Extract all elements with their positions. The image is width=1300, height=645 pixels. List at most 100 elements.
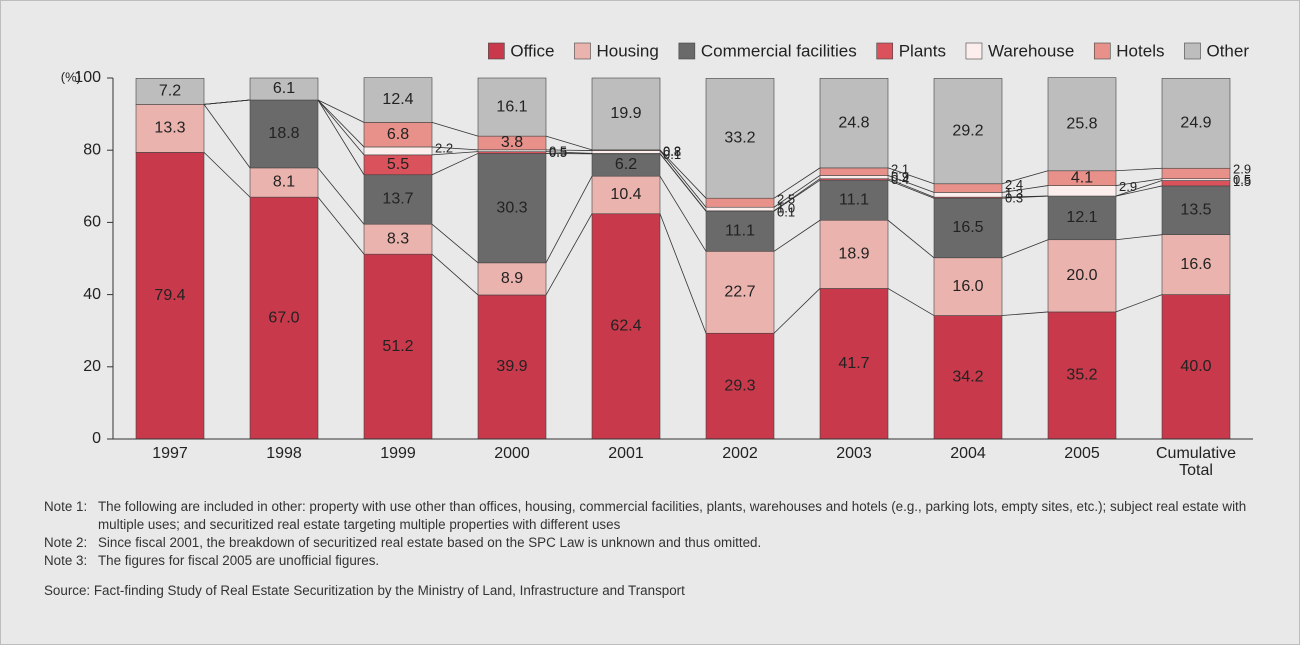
value-label: 2.9	[1119, 179, 1137, 194]
bar-segment	[477, 294, 547, 440]
note-text: The figures for fiscal 2005 are unoffici…	[98, 553, 380, 568]
connector	[431, 146, 479, 151]
value-label: 79.4	[154, 287, 185, 304]
legend-swatch	[876, 42, 894, 60]
bar-segment	[591, 175, 661, 215]
bar-segment	[477, 77, 547, 137]
value-label: 10.4	[610, 186, 641, 203]
value-label: 16.0	[952, 278, 983, 295]
connector	[203, 104, 251, 169]
note-text: The following are included in other: pro…	[98, 499, 1247, 532]
connector	[431, 223, 479, 264]
value-label: 35.2	[1066, 367, 1097, 384]
y-tick-label: 0	[92, 430, 101, 447]
connector	[1115, 185, 1163, 197]
x-tick-label: 1997	[152, 445, 188, 462]
value-label: 0.1	[777, 204, 795, 219]
legend-label: Office	[510, 41, 554, 60]
value-label: 7.2	[159, 83, 181, 100]
legend: Office Housing Commercial facilities Plants…	[488, 41, 1249, 60]
x-tick-label: 1998	[266, 445, 302, 462]
value-label: 12.1	[1066, 209, 1097, 226]
source: Source: Fact-finding Study of Real Estat…	[44, 583, 685, 598]
bar-segment	[363, 146, 433, 156]
connector	[545, 213, 593, 296]
connector	[1115, 180, 1163, 197]
x-tick-label: Cumulative Total	[1155, 445, 1237, 479]
connector	[545, 176, 593, 264]
bar-segment	[705, 250, 775, 334]
bar-segment	[933, 192, 1003, 198]
x-tick-label: 2003	[836, 445, 872, 462]
note: Note 1: The following are included in oth…	[44, 498, 1264, 534]
note: Note 2: Since fiscal 2001, the breakdown …	[44, 534, 1264, 552]
value-label: 30.3	[496, 199, 527, 216]
connector	[887, 219, 935, 259]
bar-segment	[363, 253, 433, 440]
bar-segment	[705, 78, 775, 199]
connector	[1115, 167, 1163, 172]
note-label: Note 1:	[44, 499, 88, 514]
value-label: 12.4	[382, 91, 413, 108]
bar-segment	[705, 332, 775, 440]
bar-segment	[1161, 294, 1231, 440]
value-label: 0.2	[663, 143, 681, 158]
bar-segment	[819, 78, 889, 169]
value-label: 0.1	[663, 147, 681, 162]
bar-segment	[477, 262, 547, 296]
x-tick-label: 2000	[494, 445, 530, 462]
value-label: 0.8	[663, 144, 681, 159]
value-label: 19.9	[610, 105, 641, 122]
value-label: 0.3	[1005, 191, 1023, 206]
legend-swatch	[1093, 42, 1111, 60]
connector	[887, 167, 935, 185]
value-label: 11.1	[725, 222, 755, 239]
value-labels: 79.4 13.3 7.2 67.0 8.1 18.8 6.1 51.2 8.3 13.7 5.5 2…	[154, 80, 1251, 394]
legend-swatch	[678, 42, 696, 60]
value-label: 51.2	[382, 338, 413, 355]
bar-segment	[1161, 185, 1231, 235]
connector	[659, 213, 707, 334]
connector	[317, 99, 365, 123]
legend-label: Warehouse	[988, 41, 1074, 60]
connector	[431, 253, 479, 296]
x-tick-label: 1999	[380, 445, 416, 462]
connector	[1001, 170, 1049, 185]
note-label: Note 2:	[44, 535, 88, 550]
value-label: 24.8	[838, 114, 869, 131]
connector	[317, 167, 365, 225]
connector	[1001, 239, 1049, 259]
value-label: 0.5	[549, 143, 567, 158]
value-label: 16.5	[952, 219, 983, 236]
bar-segment	[705, 197, 775, 208]
value-label: 33.2	[724, 130, 755, 147]
bar-segment	[249, 99, 319, 169]
connector	[317, 196, 365, 255]
value-label: 16.6	[1180, 256, 1211, 273]
value-label: 2.5	[777, 192, 795, 207]
value-label: 4.1	[1071, 169, 1093, 186]
value-label: 22.7	[724, 283, 755, 300]
bar-segment	[1047, 77, 1117, 172]
bar-segment	[1161, 180, 1231, 187]
bar-segment	[1161, 167, 1231, 180]
y-tick-label: 20	[83, 358, 101, 375]
value-label: 18.8	[268, 125, 299, 142]
value-label: 13.7	[382, 191, 413, 208]
legend-label: Plants	[899, 41, 946, 60]
connector	[773, 288, 821, 334]
connector	[545, 151, 593, 154]
connector	[1115, 178, 1163, 186]
value-label: 24.9	[1180, 115, 1211, 132]
connector	[659, 150, 707, 208]
value-label: 5.5	[387, 156, 409, 173]
bar-segment	[1047, 239, 1117, 313]
connector	[317, 99, 365, 175]
value-label: 40.0	[1180, 358, 1211, 375]
chart: (%) 0 20 40 60 80 100 79.4 13.3 7.2 67.0 8.1 18.8 6.…	[61, 41, 1253, 447]
value-label: 39.9	[496, 358, 527, 375]
value-label: 2.4	[1005, 177, 1023, 192]
connector	[203, 152, 251, 198]
connector	[1115, 234, 1163, 241]
bar-segment	[477, 153, 547, 264]
